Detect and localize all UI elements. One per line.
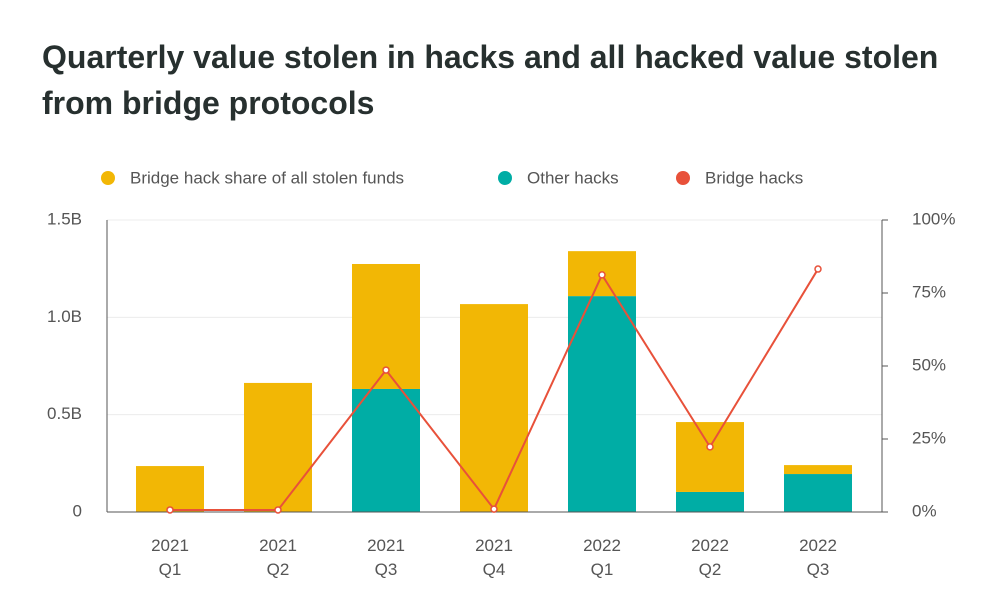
x-tick-label: 2022 Q2 (691, 536, 729, 579)
y-tick-label: 0.5B (47, 404, 82, 423)
y2-tick-label: 100% (912, 209, 955, 228)
y-tick-label: 0 (73, 501, 82, 520)
legend-label: Other hacks (527, 168, 619, 187)
y2-tick-label: 50% (912, 355, 946, 374)
x-tick-label: 2021 Q3 (367, 536, 405, 579)
bar (784, 474, 852, 512)
bar (460, 304, 528, 512)
x-tick-label: 2021 Q2 (259, 536, 297, 579)
legend-marker (676, 171, 690, 185)
legend-marker (498, 171, 512, 185)
x-tick-label: 2021 Q4 (475, 536, 513, 579)
chart-title: Quarterly value stolen in hacks and all … (42, 39, 939, 121)
bar (352, 388, 420, 512)
bar (676, 491, 744, 512)
bar (676, 422, 744, 492)
bar (568, 296, 636, 512)
line-point (274, 506, 282, 514)
line-point (382, 366, 390, 374)
y2-tick-label: 25% (912, 428, 946, 447)
bar (244, 382, 312, 512)
y2-tick-label: 75% (912, 282, 946, 301)
x-tick-label: 2022 Q1 (583, 536, 621, 579)
x-tick-label: 2021 Q1 (151, 536, 189, 579)
line-point (166, 506, 174, 514)
y-tick-label: 1.0B (47, 307, 82, 326)
bar (136, 466, 204, 512)
line-point (706, 443, 714, 451)
legend-label: Bridge hack share of all stolen funds (130, 168, 404, 187)
line-point (490, 505, 498, 513)
legend-marker (101, 171, 115, 185)
y2-tick-label: 0% (912, 501, 937, 520)
line-point (814, 265, 822, 273)
legend-label: Bridge hacks (705, 168, 803, 187)
y-tick-label: 1.5B (47, 209, 82, 228)
bar (784, 465, 852, 475)
line-point (598, 271, 606, 279)
x-tick-label: 2022 Q3 (799, 536, 837, 579)
